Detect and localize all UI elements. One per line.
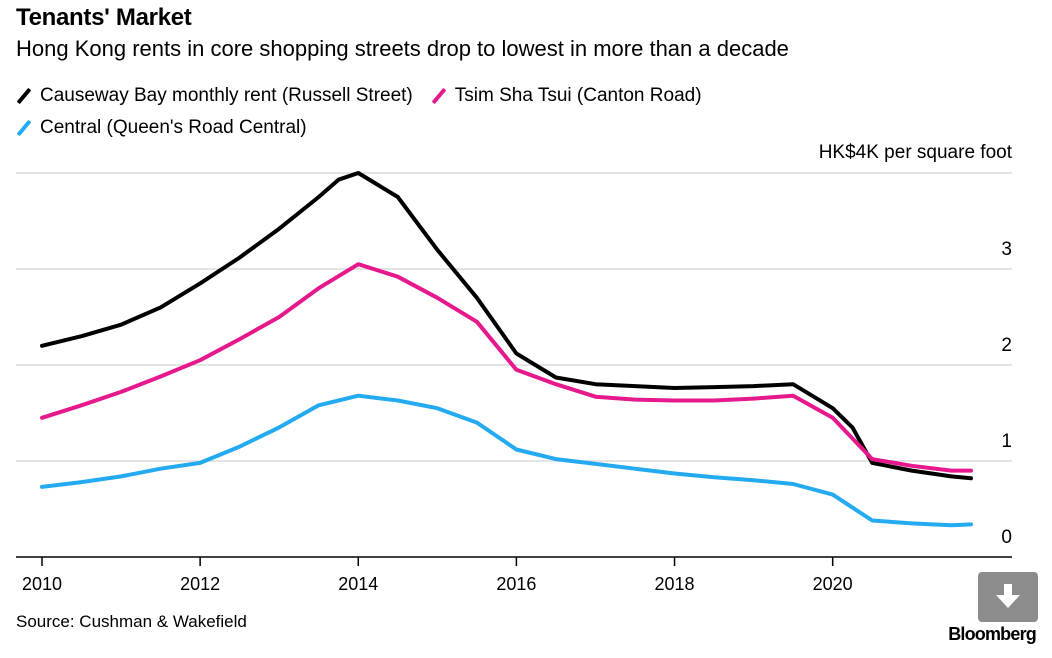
x-tick-label-2016: 2016 — [496, 574, 536, 594]
chart-title: Tenants' Market — [16, 4, 192, 31]
y-axis-unit-label: HK$4K per square foot — [818, 142, 1012, 163]
legend-label-1: Tsim Sha Tsui (Canton Road) — [454, 85, 702, 106]
legend-item-1: Tsim Sha Tsui (Canton Road) — [431, 82, 702, 110]
x-tick-label-2014: 2014 — [338, 574, 378, 594]
legend-label-2: Central (Queen's Road Central) — [40, 117, 307, 138]
x-tick-label-2010: 2010 — [22, 574, 62, 594]
series-line-2 — [40, 393, 973, 528]
x-tick-label-2018: 2018 — [655, 574, 695, 594]
legend-item-2: Central (Queen's Road Central) — [16, 114, 307, 142]
x-tick-label-2020: 2020 — [813, 574, 853, 594]
y-tick-label-1: 1 — [1001, 431, 1012, 452]
y-tick-label-3: 3 — [1001, 239, 1012, 260]
y-tick-label-0: 0 — [1001, 527, 1012, 548]
series-line-0 — [40, 171, 973, 481]
source-note: Source: Cushman & Wakefield — [16, 612, 247, 631]
x-tick-label-2012: 2012 — [180, 574, 220, 594]
y-tick-label-2: 2 — [1001, 335, 1012, 356]
legend-label-0: Causeway Bay monthly rent (Russell Stree… — [40, 85, 413, 106]
legend: Causeway Bay monthly rent (Russell Stree… — [16, 82, 916, 146]
series-line-1 — [40, 262, 973, 473]
bloomberg-logo: Bloomberg — [948, 624, 1037, 644]
download-arrow-icon — [996, 584, 1020, 608]
chart-subtitle: Hong Kong rents in core shopping streets… — [16, 36, 789, 61]
legend-item-0: Causeway Bay monthly rent (Russell Stree… — [16, 82, 413, 110]
download-button[interactable] — [978, 572, 1038, 622]
